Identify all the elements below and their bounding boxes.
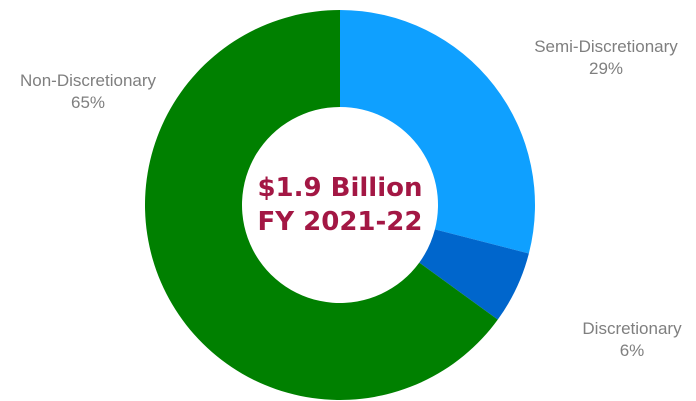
slice-label-name: Non-Discretionary: [20, 71, 157, 90]
slice-label-percent: 65%: [71, 93, 105, 112]
slice-label-name: Discretionary: [582, 319, 682, 338]
donut-slices: [145, 10, 535, 400]
center-label-amount: $1.9 Billion: [257, 173, 422, 203]
slice-label-percent: 29%: [589, 59, 623, 78]
donut-slice-semi-discretionary: [340, 10, 535, 254]
slice-label-percent: 6%: [620, 341, 645, 360]
donut-slice-discretionary: [419, 229, 529, 320]
center-label-fiscal-year: FY 2021-22: [258, 207, 423, 237]
slice-labels: Semi-Discretionary 29% Discretionary 6% Non-…: [20, 37, 682, 360]
donut-slice-non-discretionary: [145, 10, 498, 400]
slice-label-name: Semi-Discretionary: [534, 37, 678, 56]
